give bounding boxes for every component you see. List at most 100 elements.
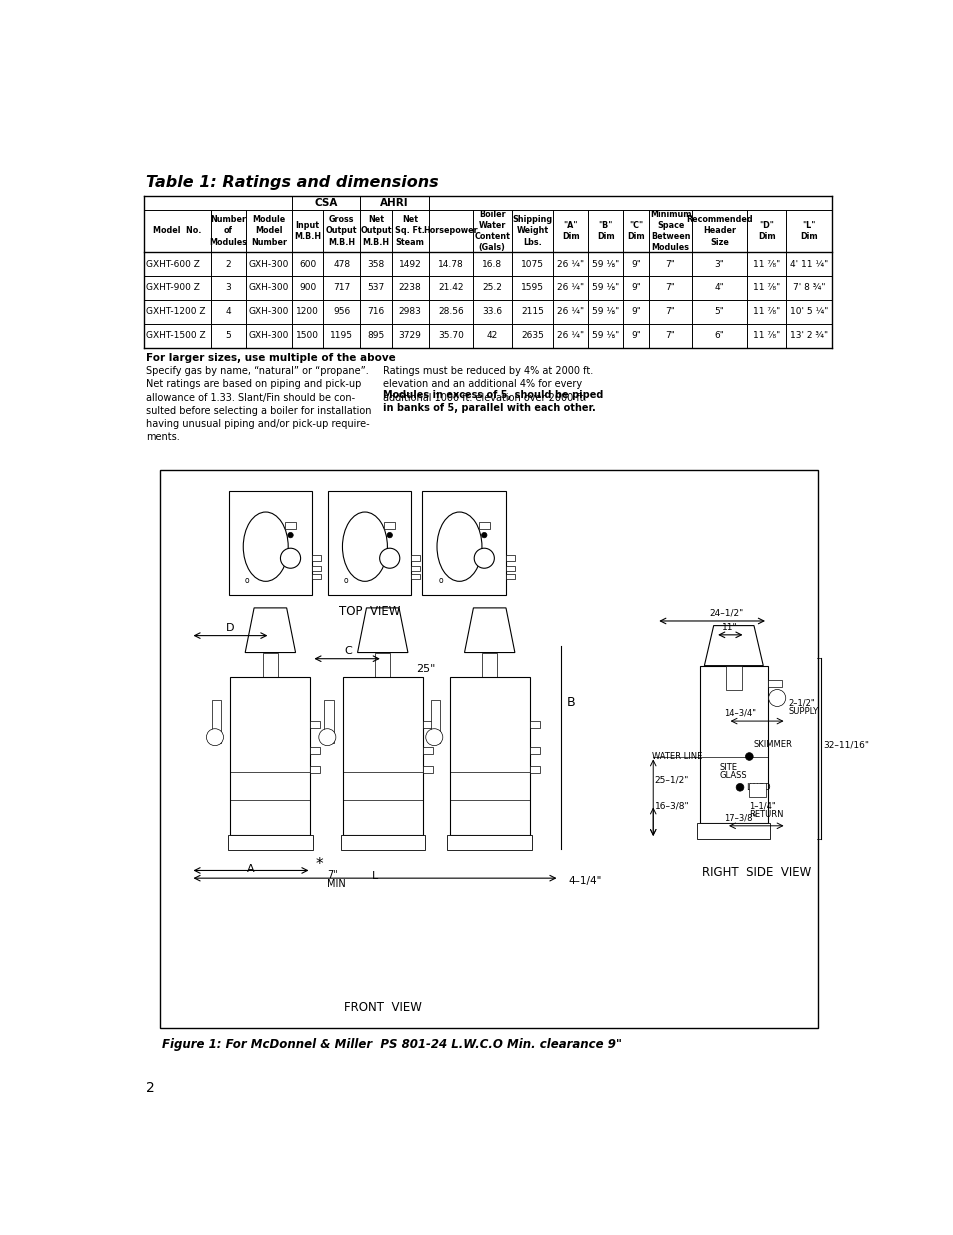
Text: CSA: CSA: [314, 198, 337, 207]
Circle shape: [744, 752, 753, 761]
Text: RETURN: RETURN: [748, 810, 783, 819]
Bar: [449, 677, 529, 835]
Bar: [285, 522, 295, 529]
Text: C: C: [344, 646, 352, 656]
Text: 25–1/2": 25–1/2": [654, 776, 688, 784]
Text: 11 ⁷⁄₈": 11 ⁷⁄₈": [752, 308, 780, 316]
Circle shape: [206, 729, 223, 746]
Text: 600: 600: [298, 259, 315, 268]
Bar: [159, 471, 818, 1029]
Text: 13' 2 ¾": 13' 2 ¾": [789, 331, 827, 340]
Text: 716: 716: [367, 308, 384, 316]
Text: 26 ¼": 26 ¼": [557, 259, 584, 268]
Circle shape: [288, 532, 293, 537]
Text: o: o: [344, 577, 348, 585]
Text: "D"
Dim: "D" Dim: [757, 221, 775, 241]
Text: A: A: [247, 863, 254, 873]
Text: 26 ¼": 26 ¼": [557, 284, 584, 293]
Bar: [411, 556, 419, 561]
Text: GXHT-900 Z: GXHT-900 Z: [146, 284, 200, 293]
Circle shape: [768, 689, 785, 706]
Text: GLASS: GLASS: [720, 771, 747, 781]
Ellipse shape: [436, 513, 481, 582]
Text: 16.8: 16.8: [481, 259, 502, 268]
Text: Gross
Output
M.B.H: Gross Output M.B.H: [326, 215, 357, 247]
Text: 59 ⅛": 59 ⅛": [592, 284, 618, 293]
Text: *: *: [315, 857, 323, 872]
Bar: [529, 747, 539, 753]
Text: 6": 6": [714, 331, 723, 340]
Text: 3: 3: [225, 284, 231, 293]
Circle shape: [425, 729, 442, 746]
Text: 7": 7": [665, 308, 675, 316]
Text: 5: 5: [225, 331, 231, 340]
Bar: [411, 574, 419, 579]
Text: GXH-300: GXH-300: [249, 308, 289, 316]
Text: "L"
Dim: "L" Dim: [800, 221, 817, 241]
Text: SKIMMER: SKIMMER: [753, 741, 791, 750]
Bar: [422, 721, 433, 729]
Text: 2635: 2635: [520, 331, 543, 340]
Text: 5": 5": [714, 308, 723, 316]
Text: Horsepower: Horsepower: [423, 226, 477, 236]
Text: GXH-300: GXH-300: [249, 259, 289, 268]
Text: TOP  VIEW: TOP VIEW: [338, 605, 400, 618]
Bar: [312, 574, 320, 579]
Text: 717: 717: [333, 284, 350, 293]
Text: L: L: [372, 871, 377, 882]
Bar: [384, 522, 395, 529]
Text: 2983: 2983: [398, 308, 421, 316]
Bar: [725, 666, 740, 690]
Polygon shape: [357, 608, 408, 652]
Text: 4": 4": [714, 284, 723, 293]
Text: 956: 956: [333, 308, 350, 316]
Bar: [212, 700, 221, 742]
Text: Figure 1: For McDonnel & Miller  PS 801-24 L.W.C.O Min. clearance 9": Figure 1: For McDonnel & Miller PS 801-2…: [162, 1037, 621, 1051]
Text: FRONT  VIEW: FRONT VIEW: [343, 1002, 421, 1014]
Text: 358: 358: [367, 259, 384, 268]
Text: GXHT-600 Z: GXHT-600 Z: [146, 259, 200, 268]
Bar: [229, 490, 312, 595]
Bar: [478, 522, 489, 529]
Bar: [529, 766, 539, 773]
Bar: [767, 679, 781, 687]
Text: 537: 537: [367, 284, 384, 293]
Text: 4–1/4": 4–1/4": [568, 877, 601, 887]
Text: 14–3/4": 14–3/4": [723, 709, 755, 718]
Text: LWCO: LWCO: [745, 783, 770, 792]
Text: 28.56: 28.56: [437, 308, 463, 316]
Bar: [342, 677, 422, 835]
Text: Input
M.B.H: Input M.B.H: [294, 221, 321, 241]
Bar: [422, 766, 433, 773]
Text: 478: 478: [333, 259, 350, 268]
Text: 1200: 1200: [295, 308, 318, 316]
Text: 900: 900: [298, 284, 315, 293]
Text: 7": 7": [327, 871, 337, 881]
Text: MIN: MIN: [327, 878, 345, 888]
Circle shape: [280, 548, 300, 568]
Text: AHRI: AHRI: [379, 198, 408, 207]
Text: 11 ⁷⁄₈": 11 ⁷⁄₈": [752, 331, 780, 340]
Text: RIGHT  SIDE  VIEW: RIGHT SIDE VIEW: [701, 866, 811, 879]
Text: 895: 895: [367, 331, 384, 340]
Bar: [411, 566, 419, 571]
Text: "B"
Dim: "B" Dim: [597, 221, 614, 241]
Circle shape: [379, 548, 399, 568]
Text: Module
Model
Number: Module Model Number: [251, 215, 287, 247]
Polygon shape: [245, 608, 295, 652]
Text: 14.78: 14.78: [437, 259, 463, 268]
Text: 2: 2: [146, 1082, 155, 1095]
Polygon shape: [703, 626, 762, 666]
Text: 11 ⁷⁄₈": 11 ⁷⁄₈": [752, 284, 780, 293]
Circle shape: [736, 783, 743, 792]
Bar: [310, 766, 320, 773]
Text: 3": 3": [714, 259, 723, 268]
Text: D: D: [226, 622, 234, 632]
Text: Net
Output
M.B.H: Net Output M.B.H: [360, 215, 392, 247]
Text: GXH-300: GXH-300: [249, 331, 289, 340]
Text: "C"
Dim: "C" Dim: [627, 221, 644, 241]
Text: 1–1/4": 1–1/4": [748, 802, 775, 810]
Text: 2: 2: [225, 259, 231, 268]
Text: 2–1/2": 2–1/2": [787, 698, 814, 708]
Text: 3729: 3729: [398, 331, 421, 340]
